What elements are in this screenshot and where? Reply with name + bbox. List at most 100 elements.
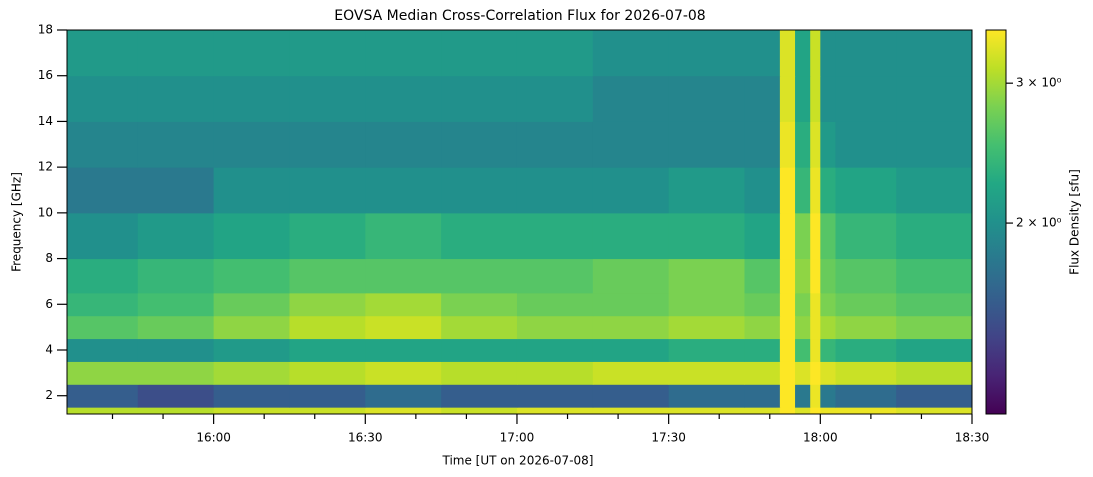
heatmap-cell: [835, 258, 897, 294]
heatmap-cell: [213, 315, 290, 340]
heatmap-cell: [668, 292, 745, 317]
heatmap-cell: [592, 75, 670, 122]
heatmap-cell: [779, 258, 796, 294]
heatmap-cell: [289, 292, 366, 317]
heatmap-cell: [516, 167, 594, 214]
heatmap-cell: [896, 30, 973, 77]
x-tick-label: 17:00: [500, 431, 535, 445]
heatmap-cell: [779, 212, 796, 260]
heatmap-cell: [668, 167, 745, 214]
heatmap-cell: [137, 292, 215, 317]
heatmap-cell: [896, 292, 973, 317]
heatmap-cell: [820, 315, 836, 340]
heatmap-cell: [137, 212, 215, 260]
plot-frame: [66, 29, 973, 415]
heatmap-cell: [289, 258, 366, 294]
y-tick-label: 18: [38, 23, 53, 37]
heatmap-cell: [441, 407, 518, 415]
heatmap-cell: [896, 258, 973, 294]
heatmap-cell: [592, 292, 670, 317]
heatmap-cell: [592, 121, 670, 168]
y-tick-label: 16: [38, 68, 53, 82]
heatmap-cell: [835, 75, 897, 122]
heatmap-cell: [213, 75, 290, 122]
heatmap-cell: [213, 407, 290, 415]
heatmap-cell: [820, 338, 836, 362]
heatmap-cell: [365, 384, 442, 408]
heatmap-cell: [779, 30, 796, 77]
heatmap-cell: [779, 384, 796, 408]
heatmap-cell: [67, 30, 139, 77]
x-tick-label: 18:00: [803, 431, 838, 445]
heatmap: [67, 30, 973, 415]
heatmap-cell: [516, 30, 594, 77]
heatmap-cell: [441, 75, 518, 122]
heatmap-cell: [365, 75, 442, 122]
heatmap-cell: [835, 361, 897, 385]
heatmap-cell: [67, 338, 139, 362]
y-tick-label: 12: [38, 160, 53, 174]
heatmap-cell: [779, 361, 796, 385]
heatmap-cell: [810, 315, 821, 340]
heatmap-cell: [779, 315, 796, 340]
heatmap-cell: [744, 75, 781, 122]
heatmap-cell: [668, 384, 745, 408]
heatmap-cell: [365, 338, 442, 362]
heatmap-cell: [365, 30, 442, 77]
heatmap-cell: [441, 30, 518, 77]
heatmap-cell: [441, 167, 518, 214]
heatmap-cell: [516, 121, 594, 168]
heatmap-cell: [668, 258, 745, 294]
colorbar-tick-label: 3 × 10⁰: [1016, 76, 1062, 90]
heatmap-cell: [668, 315, 745, 340]
heatmap-cell: [67, 212, 139, 260]
heatmap-cell: [516, 75, 594, 122]
heatmap-cell: [795, 258, 811, 294]
heatmap-cell: [744, 292, 781, 317]
heatmap-cell: [835, 292, 897, 317]
heatmap-cell: [67, 407, 139, 415]
colorbar-label: Flux Density [sfu]: [1068, 169, 1082, 275]
heatmap-cell: [67, 167, 139, 214]
heatmap-cell: [795, 75, 811, 122]
heatmap-cell: [213, 258, 290, 294]
heatmap-cell: [779, 75, 796, 122]
heatmap-cell: [289, 75, 366, 122]
heatmap-cell: [365, 407, 442, 415]
heatmap-cell: [835, 407, 897, 415]
heatmap-cell: [668, 121, 745, 168]
heatmap-cell: [896, 407, 973, 415]
heatmap-cell: [820, 361, 836, 385]
heatmap-cell: [668, 212, 745, 260]
heatmap-cell: [744, 121, 781, 168]
heatmap-cell: [810, 361, 821, 385]
heatmap-cell: [213, 30, 290, 77]
heatmap-cell: [289, 121, 366, 168]
y-axis-label: Frequency [GHz]: [10, 172, 24, 272]
heatmap-cell: [213, 384, 290, 408]
heatmap-cell: [744, 361, 781, 385]
heatmap-cell: [668, 30, 745, 77]
heatmap-cell: [795, 121, 811, 168]
heatmap-cell: [289, 361, 366, 385]
heatmap-cell: [137, 361, 215, 385]
heatmap-cell: [810, 75, 821, 122]
heatmap-cell: [289, 338, 366, 362]
heatmap-cell: [365, 212, 442, 260]
heatmap-cell: [516, 258, 594, 294]
heatmap-cell: [365, 258, 442, 294]
heatmap-cell: [795, 212, 811, 260]
heatmap-cell: [516, 315, 594, 340]
heatmap-cell: [795, 407, 811, 415]
heatmap-cell: [213, 361, 290, 385]
heatmap-cell: [289, 407, 366, 415]
heatmap-cell: [795, 361, 811, 385]
heatmap-cell: [592, 361, 670, 385]
heatmap-cell: [820, 212, 836, 260]
heatmap-cell: [137, 384, 215, 408]
heatmap-cell: [744, 167, 781, 214]
heatmap-cell: [795, 338, 811, 362]
x-tick-label: 17:30: [651, 431, 686, 445]
heatmap-cell: [744, 384, 781, 408]
colorbar-tick-label: 2 × 10⁰: [1016, 216, 1062, 230]
